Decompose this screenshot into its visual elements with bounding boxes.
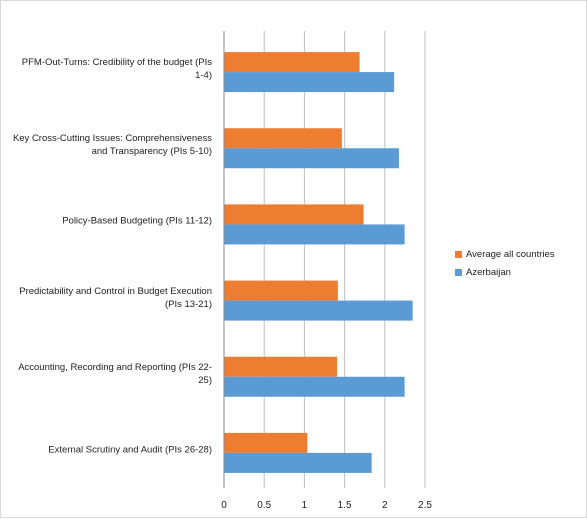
legend-swatch-average bbox=[455, 250, 462, 258]
bar-azerbaijan bbox=[224, 376, 405, 397]
bar-azerbaijan bbox=[224, 300, 413, 321]
category-label: PFM-Out-Turns: Credibility of the budget… bbox=[21, 57, 212, 82]
category-label: Policy-Based Budgeting (PIs 11-12) bbox=[62, 215, 212, 227]
bar-average bbox=[224, 280, 338, 301]
x-tick-label: 0 bbox=[221, 500, 227, 511]
legend: Average all countries Azerbaijan bbox=[455, 245, 555, 281]
bar-azerbaijan bbox=[224, 452, 372, 473]
legend-label-average: Average all countries bbox=[466, 248, 555, 260]
category-label: Accounting, Recording and Reporting (PIs… bbox=[18, 361, 212, 386]
bars bbox=[224, 52, 413, 473]
x-tick-label: 0.5 bbox=[257, 500, 271, 511]
bar-azerbaijan bbox=[224, 72, 395, 93]
bar-azerbaijan bbox=[224, 148, 399, 169]
bar-average bbox=[224, 128, 342, 149]
bar-average bbox=[224, 204, 364, 225]
category-label: Key Cross-Cutting Issues: Comprehensiven… bbox=[12, 133, 212, 158]
bar-average bbox=[224, 356, 338, 377]
x-tick-label: 1 bbox=[302, 500, 308, 511]
legend-swatch-azerbaijan bbox=[455, 268, 462, 276]
category-label: Predictability and Control in Budget Exe… bbox=[19, 285, 212, 310]
bar-azerbaijan bbox=[224, 224, 405, 245]
x-tick-label: 2 bbox=[382, 500, 388, 511]
gridlines bbox=[263, 31, 426, 488]
legend-item-average: Average all countries bbox=[455, 245, 555, 263]
legend-item-azerbaijan: Azerbaijan bbox=[455, 263, 555, 281]
x-tick-label: 1.5 bbox=[338, 500, 352, 511]
category-label: External Scrutiny and Audit (PIs 26-28) bbox=[48, 444, 212, 456]
legend-label-azerbaijan: Azerbaijan bbox=[466, 266, 511, 278]
x-axis-ticks: 0 0.5 1 1.5 2 2.5 bbox=[221, 500, 432, 511]
bar-average bbox=[224, 52, 360, 73]
x-tick-label: 2.5 bbox=[418, 500, 432, 511]
bar-average bbox=[224, 432, 308, 453]
